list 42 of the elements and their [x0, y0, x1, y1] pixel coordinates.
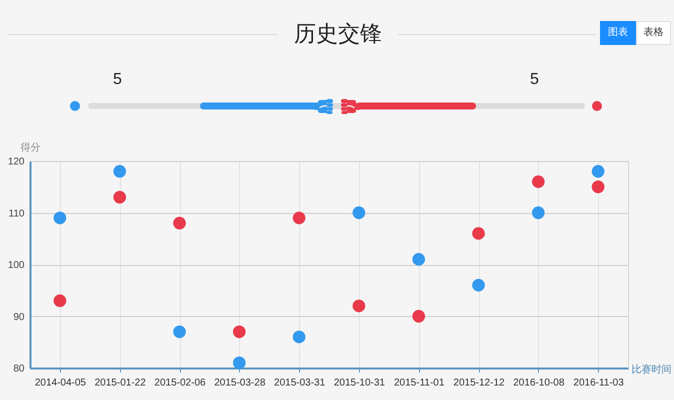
- tab-button: 图表: [600, 21, 636, 45]
- point: [173, 325, 186, 338]
- x-tick-label: 2015-02-06: [154, 378, 206, 388]
- x-tick-label: 2015-12-12: [453, 378, 506, 388]
- x-tick-label: 2014-04-05: [34, 378, 86, 388]
- point: [352, 300, 366, 312]
- x-axis-title: 比赛时间: [632, 364, 672, 376]
- point: [472, 227, 485, 240]
- chart-title: 历史交锋: [293, 20, 383, 48]
- y-tick-label: 110: [8, 208, 25, 220]
- x-tick-label: 2015-01-22: [94, 378, 146, 388]
- point: [592, 180, 604, 194]
- y-tick-label: 80: [13, 364, 25, 374]
- y-tick-label: 120: [8, 156, 25, 168]
- point: [173, 216, 186, 230]
- point: [592, 165, 604, 178]
- point: [113, 165, 126, 178]
- point: [532, 175, 545, 188]
- x-tick-label: 2016-11-03: [573, 378, 624, 388]
- point: [532, 206, 545, 220]
- point: [412, 253, 426, 266]
- text: 5: [113, 70, 122, 90]
- x-tick-label: 2015-11-01: [394, 378, 445, 388]
- x-tick-label: 2015-03-31: [274, 378, 326, 388]
- x-tick-label: 2016-10-08: [513, 378, 565, 388]
- point: [232, 325, 246, 338]
- point: [412, 310, 426, 323]
- point: [54, 212, 66, 224]
- point: [54, 294, 66, 308]
- text: 5: [530, 70, 539, 90]
- x-tick-label: 2015-03-28: [214, 378, 266, 388]
- y-tick-label: 90: [13, 312, 25, 323]
- point: [292, 330, 306, 344]
- tab-button: 表格: [636, 21, 671, 45]
- y-axis-title: 得分: [20, 142, 40, 154]
- y-tick-label: 100: [8, 260, 25, 271]
- point: [472, 278, 485, 292]
- x-tick-label: 2015-10-31: [334, 378, 386, 388]
- point: [292, 212, 306, 224]
- point: [352, 206, 366, 220]
- point: [113, 190, 126, 204]
- point: [232, 356, 246, 370]
